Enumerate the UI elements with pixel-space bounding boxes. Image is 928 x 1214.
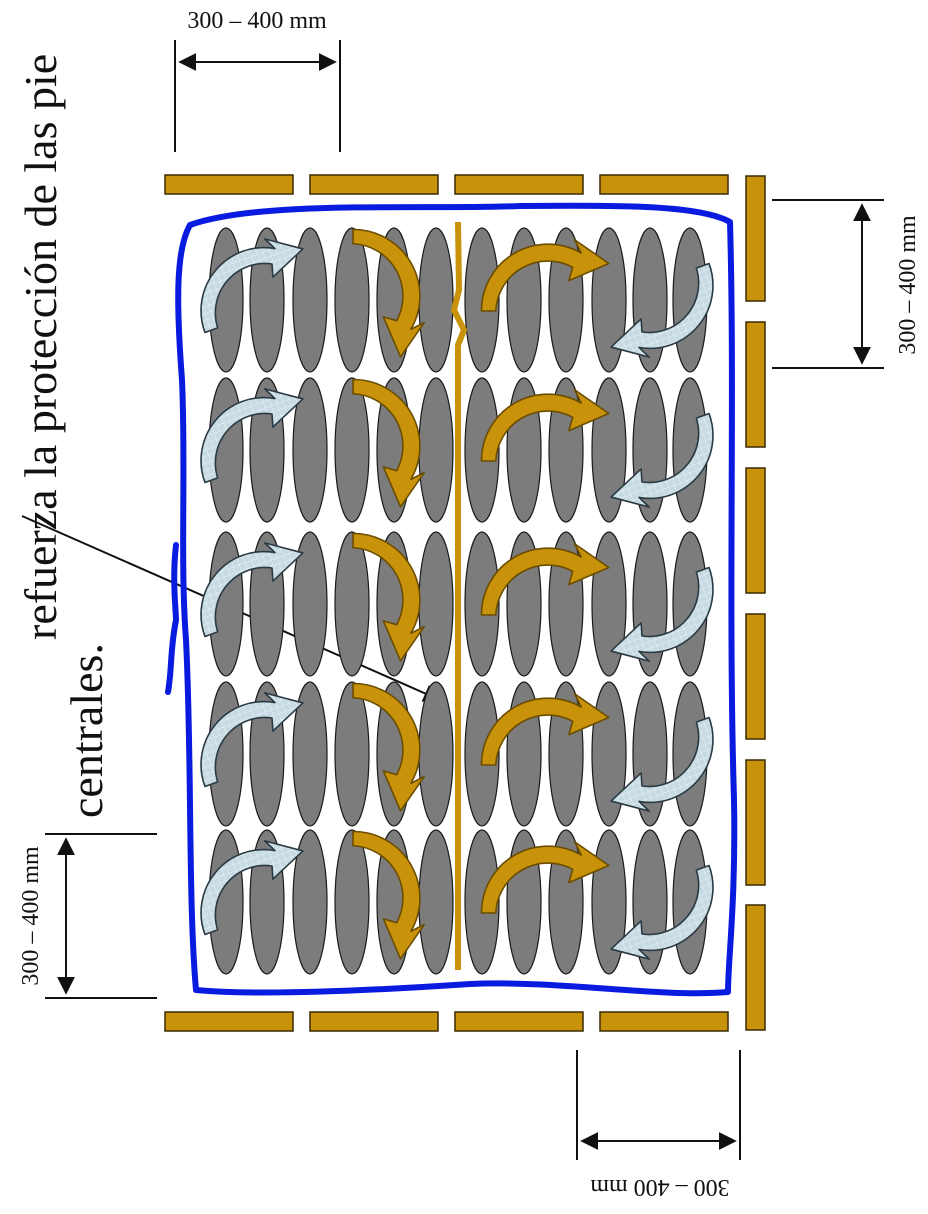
rebar-bar	[292, 829, 328, 975]
boundary-outline	[175, 202, 738, 997]
rebar-bar	[334, 227, 370, 373]
dimension-left-label: 300 – 400 mm	[18, 846, 44, 986]
slab-top-3	[454, 174, 584, 195]
rebar-bar	[292, 531, 328, 677]
slab-right-4	[745, 613, 766, 740]
rebar-bar	[334, 829, 370, 975]
curved-arrow-gold-icon	[480, 840, 610, 914]
slab-bottom-3	[454, 1011, 584, 1032]
central-rebar-line	[450, 221, 468, 970]
slab-bottom-1	[164, 1011, 294, 1032]
rebar-bar	[418, 681, 454, 827]
heading-line-1: refuerza la protección de las pie	[15, 54, 66, 640]
slab-right-6	[745, 904, 766, 1031]
slab-top-2	[309, 174, 439, 195]
curved-arrow-gold-icon	[480, 542, 610, 616]
slab-top-1	[164, 174, 294, 195]
rebar-bar	[418, 829, 454, 975]
curved-arrow-gold-icon	[480, 388, 610, 462]
rebar-bar	[292, 681, 328, 827]
dimension-bottom: 300 – 400 mm	[576, 1050, 741, 1200]
heading-line-2: centrales.	[61, 643, 112, 818]
slab-top-4	[599, 174, 729, 195]
slab-bottom-2	[309, 1011, 439, 1032]
dimension-top: 300 – 400 mm	[174, 8, 341, 152]
slab-right-5	[745, 759, 766, 886]
rebar-bar	[418, 227, 454, 373]
rebar-bar	[418, 377, 454, 523]
rebar-bar	[334, 377, 370, 523]
rebar-bar	[292, 227, 328, 373]
formwork-slabs	[164, 174, 766, 1032]
rebar-bar	[292, 377, 328, 523]
dimension-bottom-label: 300 – 400 mm	[590, 1174, 730, 1200]
slab-bottom-4	[599, 1011, 729, 1032]
rebar-bar	[334, 531, 370, 677]
rebar-bar	[334, 681, 370, 827]
dimension-right-label: 300 – 400 mm	[895, 215, 921, 355]
rebar-bar	[418, 531, 454, 677]
dimension-top-label: 300 – 400 mm	[187, 8, 327, 34]
curved-arrow-gold-icon	[480, 238, 610, 312]
slab-right-2	[745, 321, 766, 448]
curved-arrow-gold-icon	[480, 692, 610, 766]
slab-right-3	[745, 467, 766, 594]
boundary-outline-tail	[165, 542, 180, 695]
slab-right-1	[745, 175, 766, 302]
dimension-right: 300 – 400 mm	[772, 199, 921, 369]
dimension-left: 300 – 400 mm	[18, 833, 157, 999]
